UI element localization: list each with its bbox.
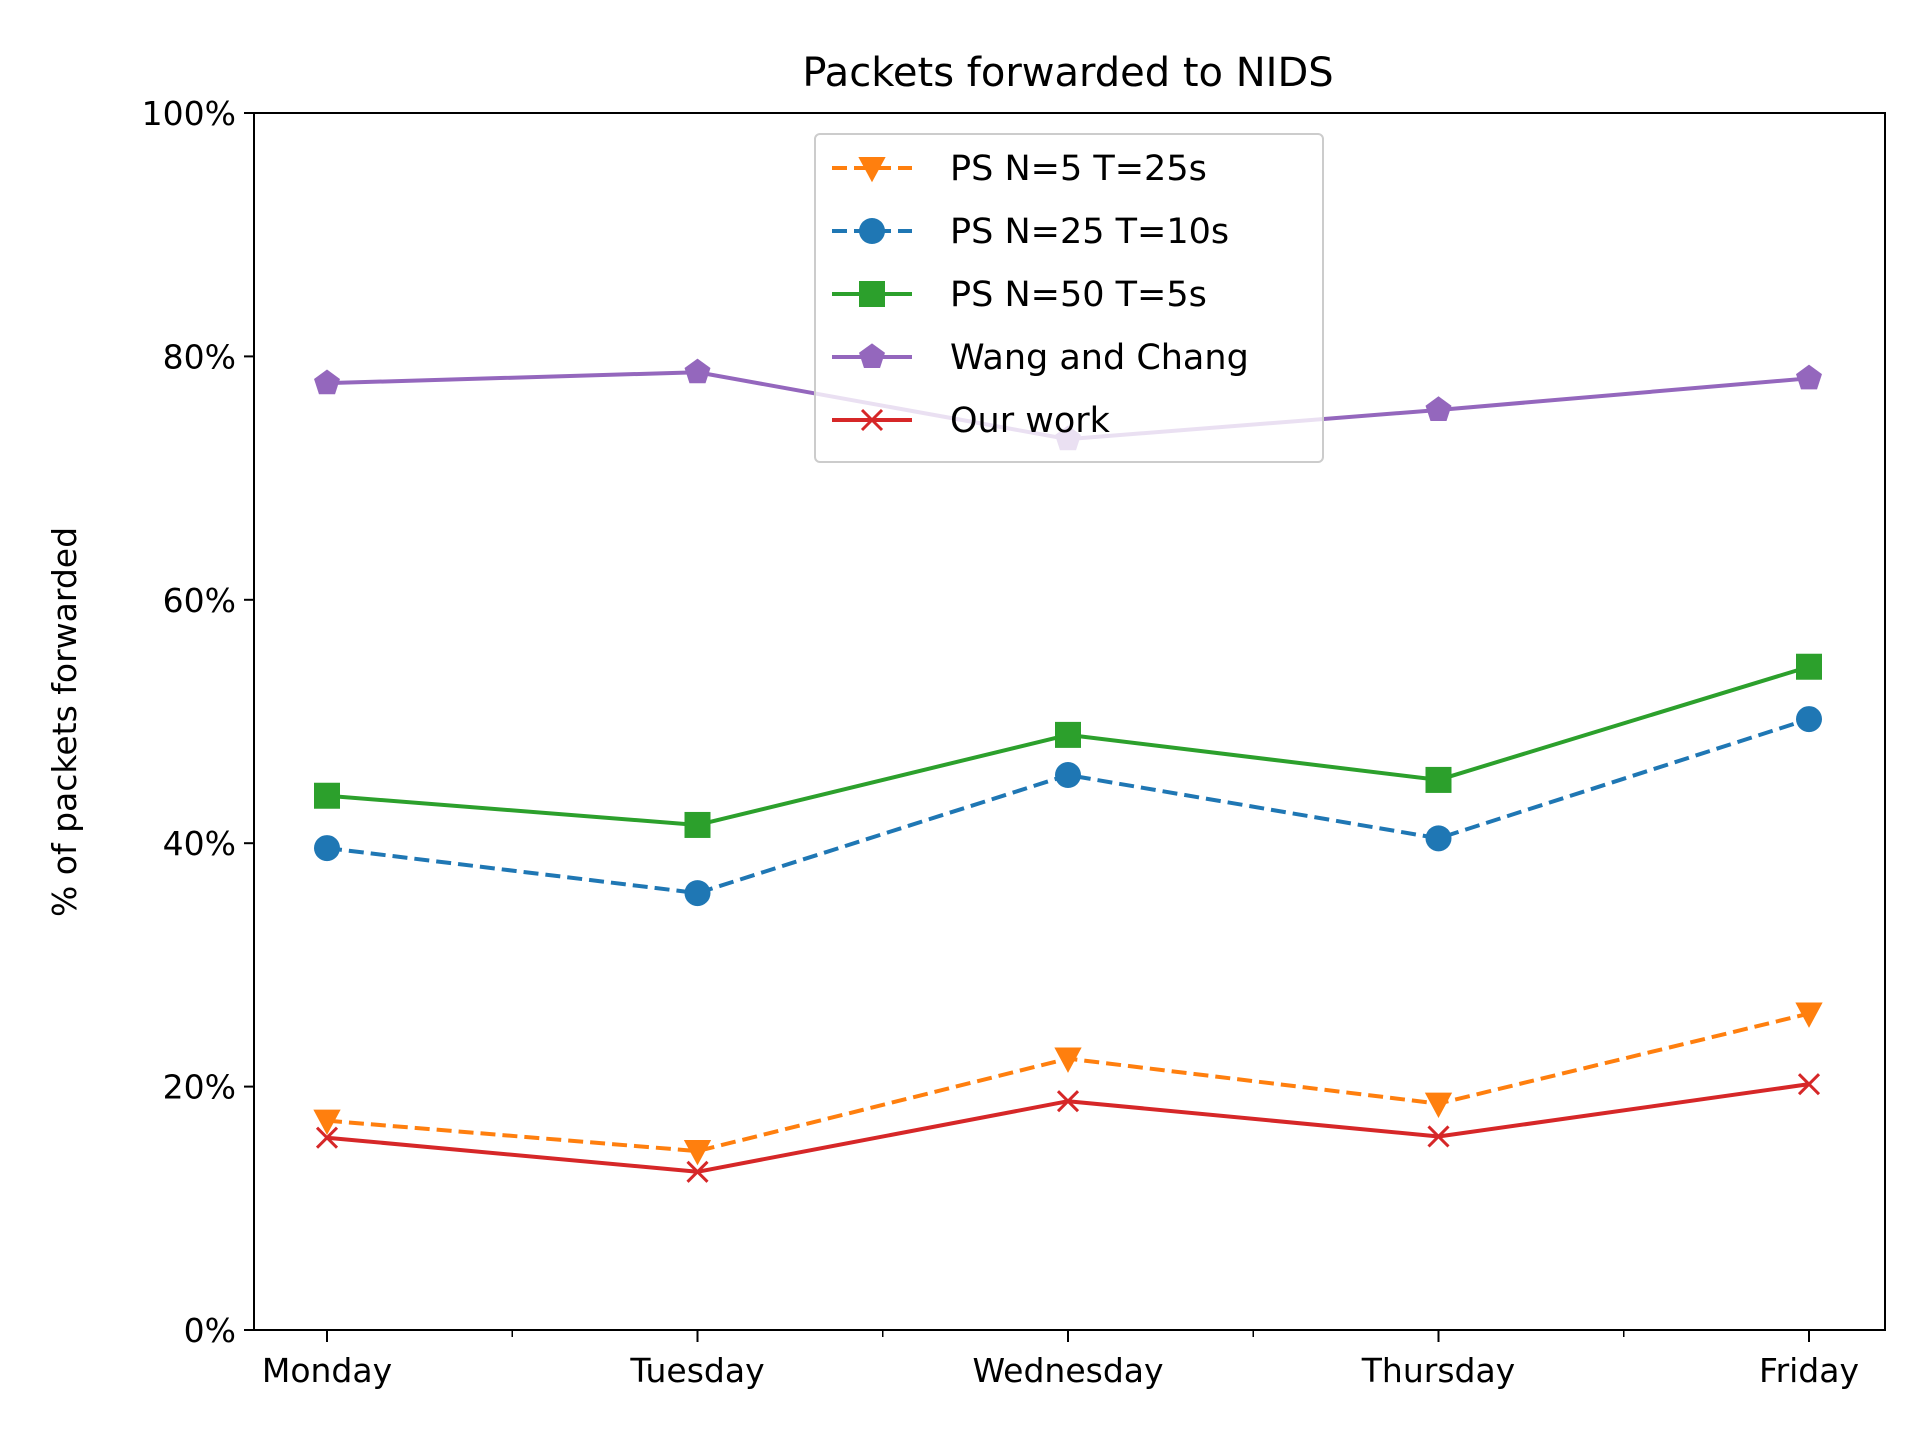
legend-label: Wang and Chang bbox=[950, 338, 1249, 378]
x-tick-label: Wednesday bbox=[972, 1351, 1163, 1390]
data-point bbox=[1424, 1092, 1453, 1118]
legend-marker bbox=[859, 218, 885, 244]
data-point bbox=[1056, 1090, 1080, 1113]
data-point bbox=[1796, 653, 1822, 680]
legend-label: PS N=5 T=25s bbox=[950, 149, 1207, 189]
series-line bbox=[326, 1011, 1810, 1154]
legend-marker bbox=[858, 156, 886, 183]
data-point bbox=[684, 358, 711, 384]
legend-marker bbox=[860, 408, 884, 432]
y-tick-label: 60% bbox=[163, 581, 236, 620]
y-tick-label: 20% bbox=[163, 1068, 236, 1107]
chart-title: Packets forwarded to NIDS bbox=[802, 50, 1333, 96]
data-point bbox=[1055, 762, 1081, 789]
data-point bbox=[1055, 721, 1081, 748]
y-tick-label: 100% bbox=[142, 94, 236, 133]
data-point bbox=[1795, 1002, 1823, 1028]
data-point bbox=[314, 835, 340, 862]
data-point bbox=[1427, 1125, 1450, 1148]
x-tick-label: Friday bbox=[1759, 1351, 1859, 1390]
series-line bbox=[326, 1082, 1810, 1174]
data-point bbox=[683, 1140, 712, 1166]
data-point bbox=[1425, 396, 1452, 421]
legend-label: Our work bbox=[950, 401, 1111, 441]
data-point bbox=[684, 880, 711, 907]
plot-area: 0% 20% 40% 60% 80% 100% Monday Tuesday Wednesday… bbox=[142, 94, 1886, 1390]
data-point bbox=[686, 1160, 709, 1183]
legend: PS N=5 T=25s PS N=25 T=10s PS N=50 T=5s Wan… bbox=[814, 133, 1324, 463]
data-point bbox=[1796, 364, 1822, 390]
x-tick-label: Tuesday bbox=[629, 1351, 764, 1390]
y-tick-label: 80% bbox=[163, 337, 236, 376]
y-axis-label: % of packets forwarded bbox=[45, 527, 84, 917]
data-point bbox=[313, 1109, 341, 1135]
data-point bbox=[314, 782, 340, 809]
axes-frame bbox=[253, 112, 1886, 1331]
data-point bbox=[1797, 1073, 1821, 1096]
legend-marker bbox=[859, 281, 885, 307]
y-tick-label: 0% bbox=[184, 1311, 236, 1350]
data-point bbox=[1796, 706, 1822, 733]
data-point bbox=[1054, 1047, 1082, 1073]
legend-label: PS N=25 T=10s bbox=[950, 212, 1229, 252]
data-point bbox=[1425, 766, 1452, 793]
data-point bbox=[1425, 825, 1452, 852]
y-tick-label: 40% bbox=[163, 824, 236, 863]
legend-label: PS N=50 T=5s bbox=[950, 275, 1207, 315]
x-tick-label: Thursday bbox=[1361, 1351, 1515, 1390]
data-point bbox=[684, 811, 711, 838]
legend-box bbox=[814, 133, 1324, 463]
legend-marker bbox=[859, 343, 885, 369]
data-point bbox=[315, 1126, 339, 1149]
x-tick-label: Monday bbox=[262, 1351, 392, 1390]
data-point bbox=[314, 369, 340, 395]
